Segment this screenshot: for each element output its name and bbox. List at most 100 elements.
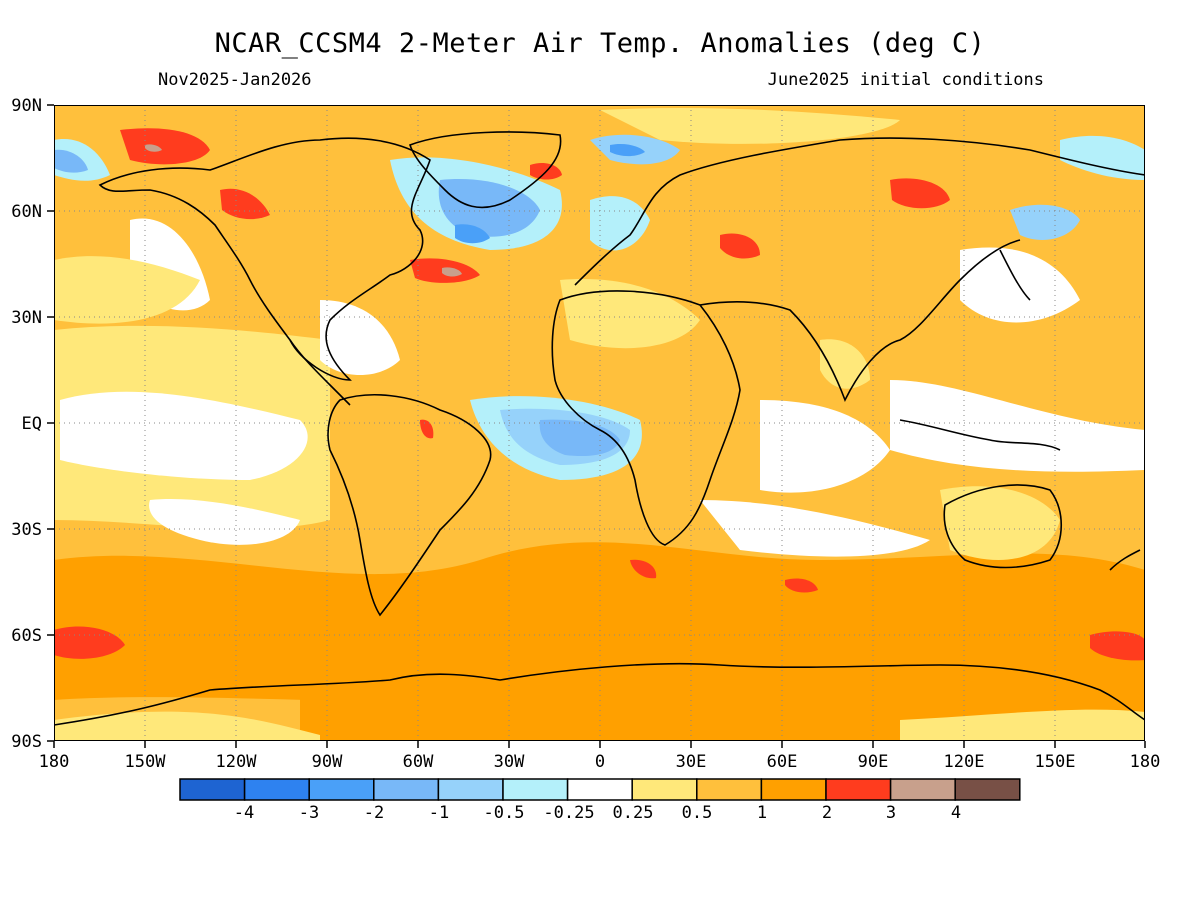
colorbar-swatch <box>631 778 698 801</box>
lat-label: 60N <box>11 202 42 222</box>
tropical-atlantic-cool-3 <box>539 419 620 457</box>
antarctic-yellow <box>54 711 320 741</box>
lat-label: EQ <box>22 414 42 434</box>
colorbar-swatch <box>696 778 763 801</box>
lon-label: 30W <box>494 752 525 772</box>
colorbar-label: 1 <box>757 803 767 823</box>
longitude-labels: 180 150W 120W 90W 60W 30W 0 30E 60E 90E … <box>39 752 1161 772</box>
north-atlantic-cool-2 <box>438 179 540 237</box>
siberia-hot <box>890 178 950 209</box>
arctic-yellow <box>600 108 900 144</box>
colorbar-label: -0.5 <box>484 803 525 823</box>
lat-label: 30N <box>11 308 42 328</box>
colorbar-label: 3 <box>886 803 896 823</box>
coastlines <box>54 131 1145 726</box>
scandinavia-cool <box>590 196 650 251</box>
antarctic-yellow-east <box>900 709 1145 741</box>
north-atlantic-cool-3 <box>455 224 490 244</box>
map-title: NCAR_CCSM4 2-Meter Air Temp. Anomalies (… <box>214 28 986 59</box>
amazon-hot <box>420 419 434 439</box>
colorbar-label: -1 <box>429 803 449 823</box>
lon-label: 90W <box>312 752 343 772</box>
lon-label: 60E <box>767 752 798 772</box>
colorbar-label: -2 <box>364 803 384 823</box>
tropical-pacific-white <box>60 391 308 480</box>
west-africa-yellow <box>560 279 700 349</box>
lon-label: 120E <box>944 752 985 772</box>
coast-south-america <box>327 394 492 617</box>
north-pacific-yellow <box>54 256 200 324</box>
australia-yellow <box>940 486 1060 560</box>
arctic-very-hot <box>145 144 162 152</box>
lat-label: 60S <box>11 626 42 646</box>
colorbar-label: 0.25 <box>613 803 654 823</box>
colorbar-swatch <box>760 778 827 801</box>
colorbar-swatch <box>243 778 310 801</box>
colorbar-swatch <box>889 778 956 801</box>
colorbar-label: -0.25 <box>543 803 594 823</box>
arctic-cool-west-2 <box>54 149 88 173</box>
coast-eurasia <box>574 137 1145 286</box>
arctic-cool-east <box>1060 135 1145 180</box>
axis-ticks <box>47 104 1146 748</box>
coast-north-america <box>98 137 431 381</box>
colorbar-swatch <box>308 778 375 801</box>
caspian-hot <box>720 233 760 259</box>
south-indian-hot <box>785 578 818 593</box>
indian-ocean-white <box>760 400 890 493</box>
atlantic-very-hot <box>442 267 462 277</box>
lon-label: 150E <box>1035 752 1076 772</box>
colorbar-swatch <box>437 778 504 801</box>
coast-japan <box>999 249 1031 301</box>
lon-label: 120W <box>216 752 258 772</box>
lon-label: 90E <box>858 752 889 772</box>
forecast-period: Nov2025-Jan2026 <box>158 70 312 90</box>
coast-indonesia <box>899 419 1061 451</box>
colorbar-swatch <box>954 778 1021 801</box>
coast-asia-south <box>699 239 1021 402</box>
south-indian-white <box>700 500 930 557</box>
lon-label: 0 <box>595 752 605 772</box>
colorbar-swatch <box>373 778 440 801</box>
graticule <box>54 105 1145 741</box>
south-pacific-hot-east <box>1090 631 1145 661</box>
south-pacific-hot-west <box>54 626 125 659</box>
kamchatka-cool <box>1010 204 1080 240</box>
colorbar-label: 0.5 <box>682 803 713 823</box>
colorbar-label: -4 <box>234 803 254 823</box>
colorbar: -4 -3 -2 -1 -0.5 -0.25 0.25 0.5 1 2 3 4 <box>179 778 1021 823</box>
colorbar-swatch <box>566 778 633 801</box>
coast-australia <box>943 484 1062 569</box>
arctic-hot-alaska <box>120 128 210 165</box>
anomaly-field <box>54 105 1145 741</box>
coast-central-america <box>289 339 351 406</box>
lat-label: 30S <box>11 520 42 540</box>
colorbar-swatch <box>502 778 569 801</box>
colorbar-swatches <box>179 778 1021 801</box>
coast-antarctica <box>54 662 1145 726</box>
lon-label: 180 <box>1130 752 1161 772</box>
colorbar-labels: -4 -3 -2 -1 -0.5 -0.25 0.25 0.5 1 2 3 4 <box>234 803 961 823</box>
colorbar-label: -3 <box>299 803 319 823</box>
coast-new-zealand <box>1109 549 1141 571</box>
colorbar-label: 2 <box>822 803 832 823</box>
lon-label: 180 <box>39 752 70 772</box>
colorbar-swatch <box>825 778 892 801</box>
nw-pacific-white <box>960 247 1080 323</box>
lon-label: 150W <box>125 752 167 772</box>
canada-hot <box>220 188 270 220</box>
west-pacific-white <box>890 380 1145 472</box>
colorbar-swatch <box>179 778 246 801</box>
colorbar-label: 4 <box>951 803 961 823</box>
south-pacific-white <box>149 499 300 545</box>
lat-label: 90S <box>11 732 42 752</box>
lat-label: 90N <box>11 96 42 116</box>
arctic-cool-atlantic-2 <box>610 143 645 157</box>
latitude-labels: 90N 60N 30N EQ 30S 60S 90S <box>11 96 42 752</box>
coast-greenland <box>408 131 562 209</box>
india-yellow <box>820 339 870 389</box>
south-atlantic-hot <box>630 559 657 579</box>
lon-label: 30E <box>676 752 707 772</box>
initial-conditions: June2025 initial conditions <box>767 70 1044 90</box>
